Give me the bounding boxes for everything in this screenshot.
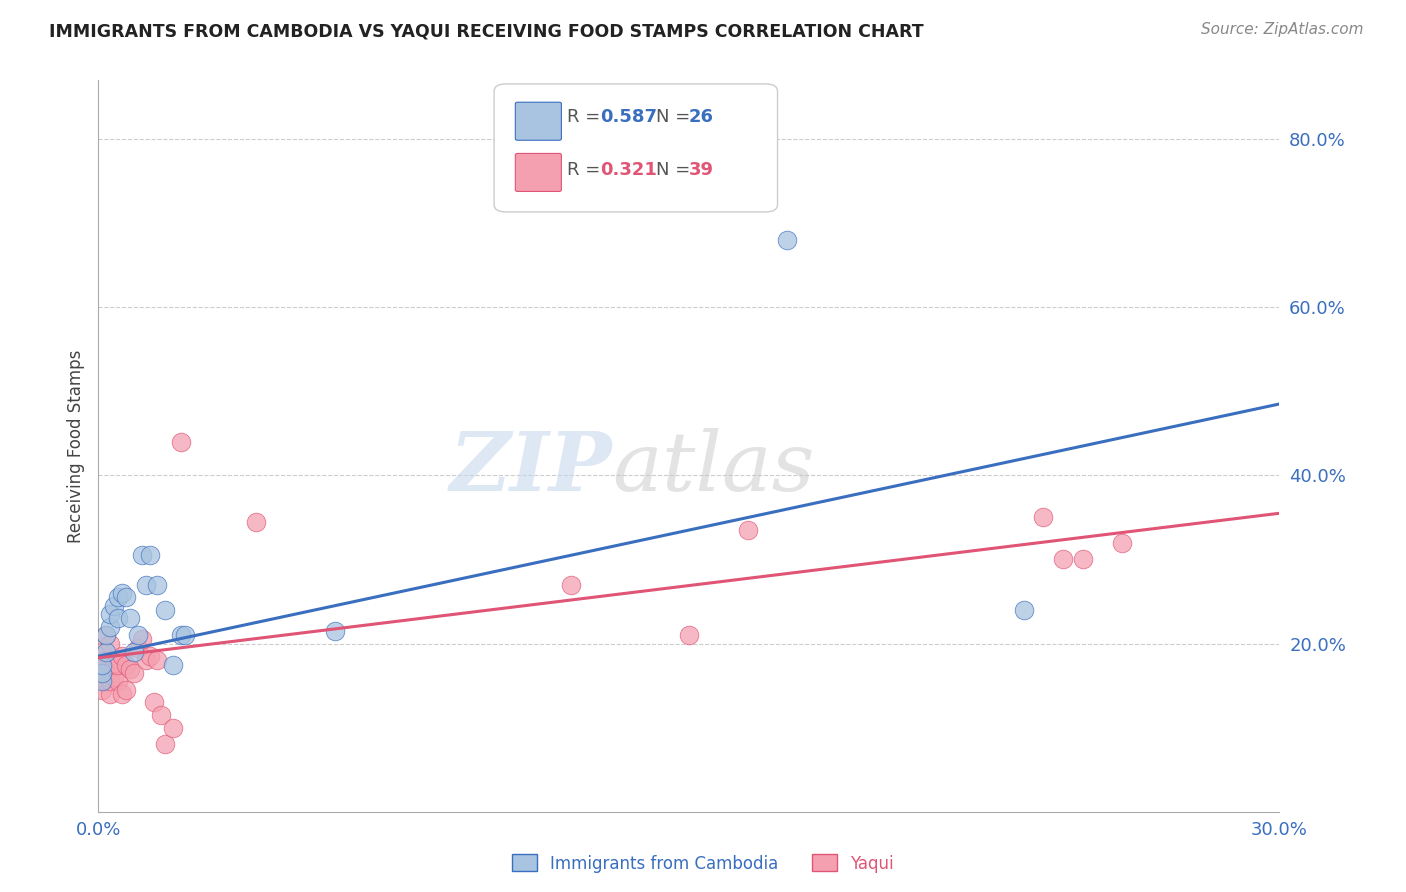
Point	[103, 599, 125, 613]
Point	[98, 674, 121, 689]
Point	[245, 515, 267, 529]
Text: ZIP: ZIP	[450, 428, 612, 508]
Point	[111, 687, 134, 701]
Point	[115, 682, 138, 697]
Point	[107, 674, 129, 689]
Point	[118, 611, 141, 625]
Point	[107, 611, 129, 625]
Point	[98, 607, 121, 622]
Point	[107, 657, 129, 672]
Point	[131, 549, 153, 563]
Point	[737, 523, 759, 537]
Point	[1052, 552, 1074, 566]
Text: N =: N =	[655, 108, 696, 126]
Point	[91, 645, 114, 659]
Point	[135, 578, 157, 592]
Text: 26: 26	[689, 108, 714, 126]
Point	[103, 670, 125, 684]
Point	[323, 624, 346, 638]
Point	[96, 653, 118, 667]
Point	[98, 687, 121, 701]
Text: R =: R =	[567, 161, 606, 179]
Point	[146, 578, 169, 592]
Point	[91, 670, 114, 684]
Point	[96, 628, 118, 642]
Point	[91, 682, 114, 697]
Point	[115, 657, 138, 672]
Text: atlas: atlas	[612, 428, 814, 508]
Point	[103, 657, 125, 672]
Point	[135, 653, 157, 667]
Point	[1032, 510, 1054, 524]
Point	[96, 674, 118, 689]
Text: 39: 39	[689, 161, 714, 179]
Point	[174, 628, 197, 642]
Point	[127, 640, 149, 655]
Point	[91, 657, 114, 672]
Text: Source: ZipAtlas.com: Source: ZipAtlas.com	[1201, 22, 1364, 37]
Point	[111, 586, 134, 600]
Point	[776, 233, 799, 247]
Point	[122, 665, 145, 680]
Point	[560, 578, 582, 592]
Point	[170, 628, 193, 642]
Point	[118, 662, 141, 676]
Point	[96, 628, 118, 642]
Point	[155, 738, 177, 752]
Text: R =: R =	[567, 108, 606, 126]
Point	[111, 649, 134, 664]
Point	[138, 549, 160, 563]
Point	[170, 434, 193, 449]
Point	[1071, 552, 1094, 566]
Point	[91, 657, 114, 672]
Point	[122, 645, 145, 659]
Point	[162, 657, 184, 672]
Point	[98, 636, 121, 650]
Point	[162, 721, 184, 735]
Point	[115, 591, 138, 605]
Point	[98, 620, 121, 634]
Point	[91, 665, 114, 680]
Text: N =: N =	[655, 161, 696, 179]
Text: IMMIGRANTS FROM CAMBODIA VS YAQUI RECEIVING FOOD STAMPS CORRELATION CHART: IMMIGRANTS FROM CAMBODIA VS YAQUI RECEIV…	[49, 22, 924, 40]
Point	[96, 665, 118, 680]
Point	[1012, 603, 1035, 617]
Legend: Immigrants from Cambodia, Yaqui: Immigrants from Cambodia, Yaqui	[505, 847, 901, 880]
FancyBboxPatch shape	[516, 153, 561, 192]
Point	[138, 649, 160, 664]
Y-axis label: Receiving Food Stamps: Receiving Food Stamps	[66, 350, 84, 542]
Point	[127, 628, 149, 642]
Point	[150, 708, 173, 723]
Text: 0.587: 0.587	[600, 108, 658, 126]
Point	[96, 645, 118, 659]
Point	[91, 674, 114, 689]
Point	[107, 591, 129, 605]
FancyBboxPatch shape	[516, 103, 561, 140]
Point	[155, 603, 177, 617]
Point	[1111, 535, 1133, 549]
FancyBboxPatch shape	[494, 84, 778, 212]
Point	[131, 632, 153, 647]
Point	[142, 695, 165, 709]
Point	[678, 628, 700, 642]
Point	[146, 653, 169, 667]
Text: 0.321: 0.321	[600, 161, 657, 179]
